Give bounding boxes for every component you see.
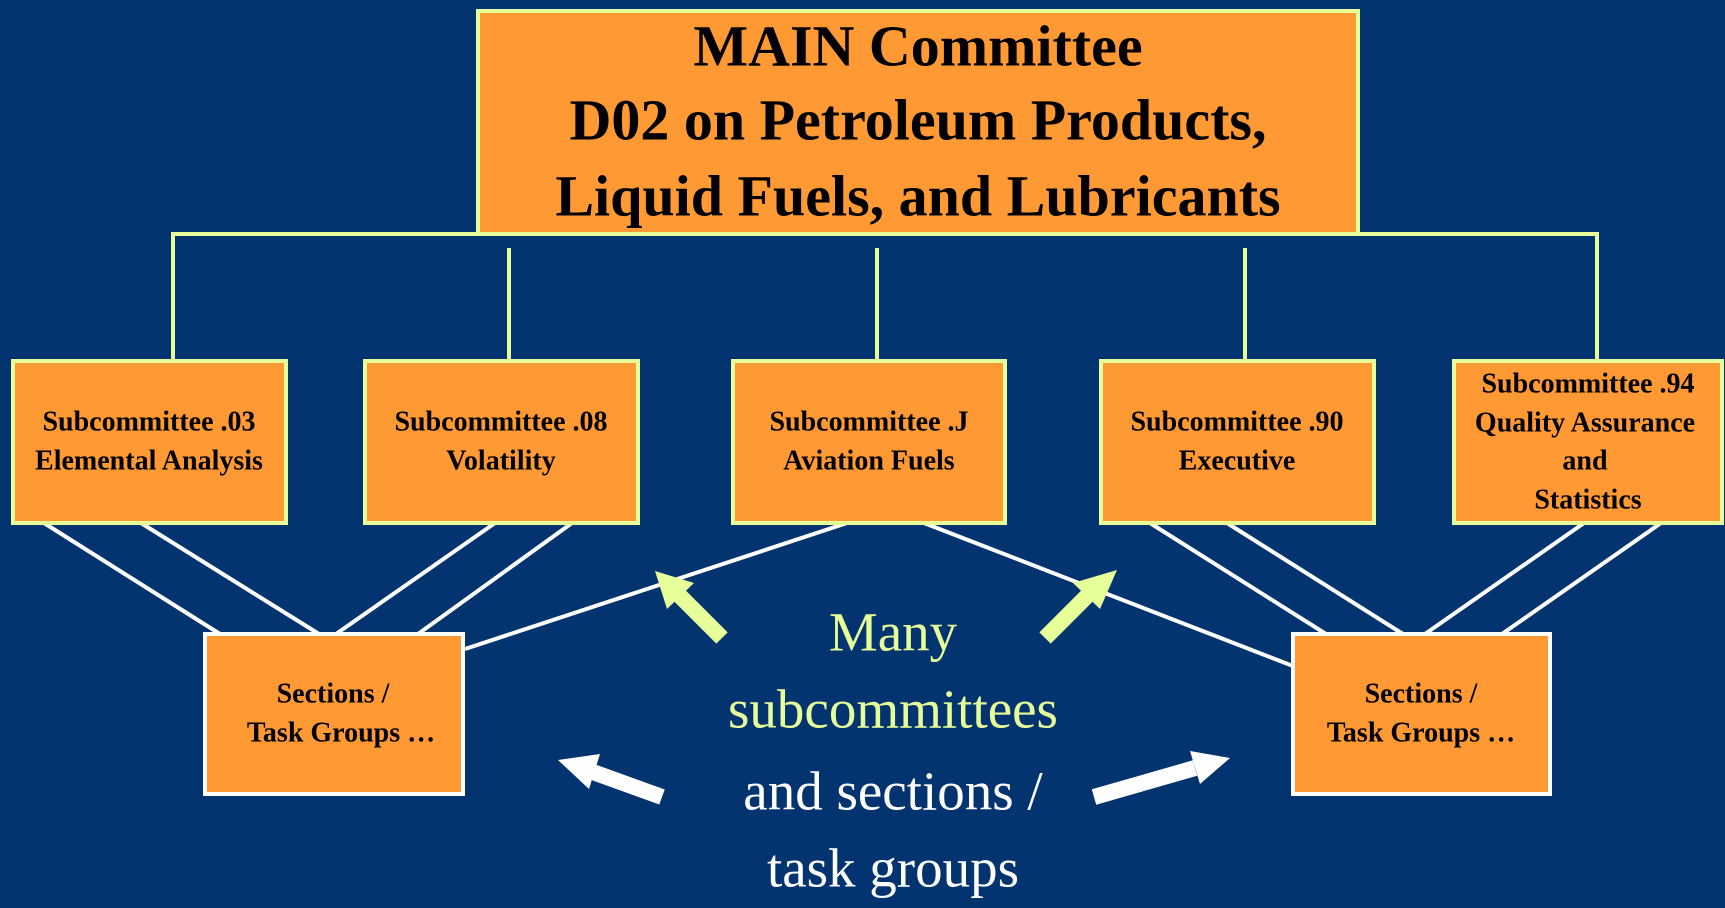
- connectors: [42, 232, 1663, 668]
- subcommittee-label: Subcommittee .08: [394, 406, 607, 437]
- note-text: and sections /: [743, 761, 1043, 822]
- subcommittee-label: Statistics: [1534, 484, 1641, 515]
- arrow-head: [1073, 570, 1117, 609]
- subcommittee-label: Subcommittee .J: [769, 406, 968, 437]
- arrow-head: [655, 571, 694, 609]
- link: [1148, 521, 1328, 636]
- subcommittee-label: Elemental Analysis: [35, 445, 263, 476]
- subcommittee-box: [731, 359, 1007, 525]
- subcommittee-label: Aviation Fuels: [783, 445, 954, 476]
- connector: [171, 232, 1599, 361]
- subcommittee-label: Subcommittee .94: [1481, 368, 1694, 399]
- arrow-shaft: [587, 763, 665, 805]
- link: [923, 521, 1294, 668]
- link: [1500, 521, 1663, 636]
- section-label: Sections /: [1365, 678, 1479, 709]
- main-box: [476, 9, 1360, 236]
- arrow-shaft: [667, 583, 728, 644]
- main-title: MAIN Committee: [693, 13, 1142, 78]
- arrows: [558, 570, 1230, 805]
- subcommittee-label: Subcommittee .90: [1130, 406, 1343, 437]
- subcommittee-box: [11, 359, 288, 525]
- note-text: task groups: [767, 838, 1019, 899]
- link: [334, 521, 497, 636]
- link: [42, 521, 222, 636]
- link: [1225, 521, 1405, 636]
- note-text: subcommittees: [728, 679, 1058, 740]
- subcommittee-label: Executive: [1179, 445, 1296, 476]
- arrow-shaft: [1039, 583, 1100, 644]
- arrow-shaft: [1091, 760, 1198, 805]
- subcommittee-box: [363, 359, 640, 525]
- link: [139, 521, 321, 636]
- section-label: Task Groups …: [247, 717, 435, 748]
- arrow-head: [1190, 751, 1230, 784]
- link: [416, 521, 574, 636]
- subcommittee-label: Subcommittee .03: [42, 406, 255, 437]
- section-label: Sections /: [277, 678, 391, 709]
- main-title: D02 on Petroleum Products,: [569, 87, 1266, 152]
- subcommittee-box: [1452, 359, 1724, 525]
- arrow-head: [558, 754, 600, 789]
- link: [464, 521, 848, 651]
- section-label: Task Groups …: [1327, 717, 1515, 748]
- subcommittee-box: [1099, 359, 1376, 525]
- subcommittee-label: Quality Assurance: [1475, 407, 1695, 438]
- link: [1423, 521, 1586, 636]
- note-text: Many: [829, 602, 958, 663]
- section-box: [203, 632, 465, 796]
- main-title: Liquid Fuels, and Lubricants: [555, 163, 1280, 228]
- subcommittee-label: and: [1562, 445, 1608, 476]
- subcommittee-label: Volatility: [446, 445, 555, 476]
- section-box: [1291, 632, 1552, 796]
